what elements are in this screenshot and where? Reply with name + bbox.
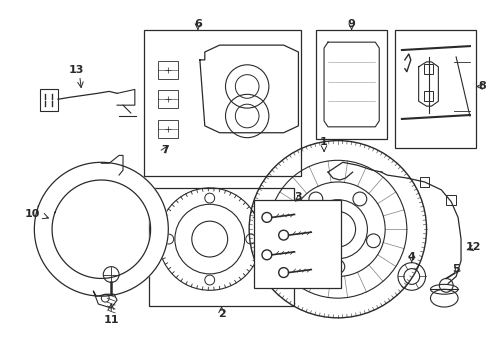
- Bar: [395, 30, 476, 148]
- Bar: [148, 188, 294, 306]
- Polygon shape: [94, 291, 117, 308]
- Text: 6: 6: [194, 19, 202, 30]
- Polygon shape: [200, 45, 298, 133]
- Text: 12: 12: [466, 242, 482, 252]
- Text: 1: 1: [320, 136, 328, 147]
- Text: 11: 11: [103, 315, 119, 325]
- Text: 13: 13: [69, 65, 84, 75]
- Text: 9: 9: [348, 19, 356, 30]
- Text: 5: 5: [452, 264, 460, 274]
- Bar: [144, 30, 301, 176]
- Text: 4: 4: [408, 252, 416, 262]
- Bar: [419, 177, 430, 187]
- Bar: [158, 90, 178, 108]
- Bar: [423, 64, 434, 74]
- Text: 3: 3: [294, 192, 302, 202]
- Bar: [446, 195, 456, 204]
- Bar: [316, 30, 387, 139]
- Bar: [158, 61, 178, 78]
- Bar: [254, 200, 341, 288]
- Bar: [40, 89, 58, 111]
- Text: 7: 7: [162, 145, 169, 156]
- Bar: [158, 120, 178, 138]
- Bar: [423, 91, 434, 101]
- Text: 2: 2: [218, 309, 225, 319]
- Polygon shape: [418, 62, 439, 106]
- Text: 10: 10: [24, 210, 40, 220]
- Text: 8: 8: [479, 81, 487, 91]
- Polygon shape: [324, 42, 379, 127]
- Polygon shape: [34, 162, 169, 296]
